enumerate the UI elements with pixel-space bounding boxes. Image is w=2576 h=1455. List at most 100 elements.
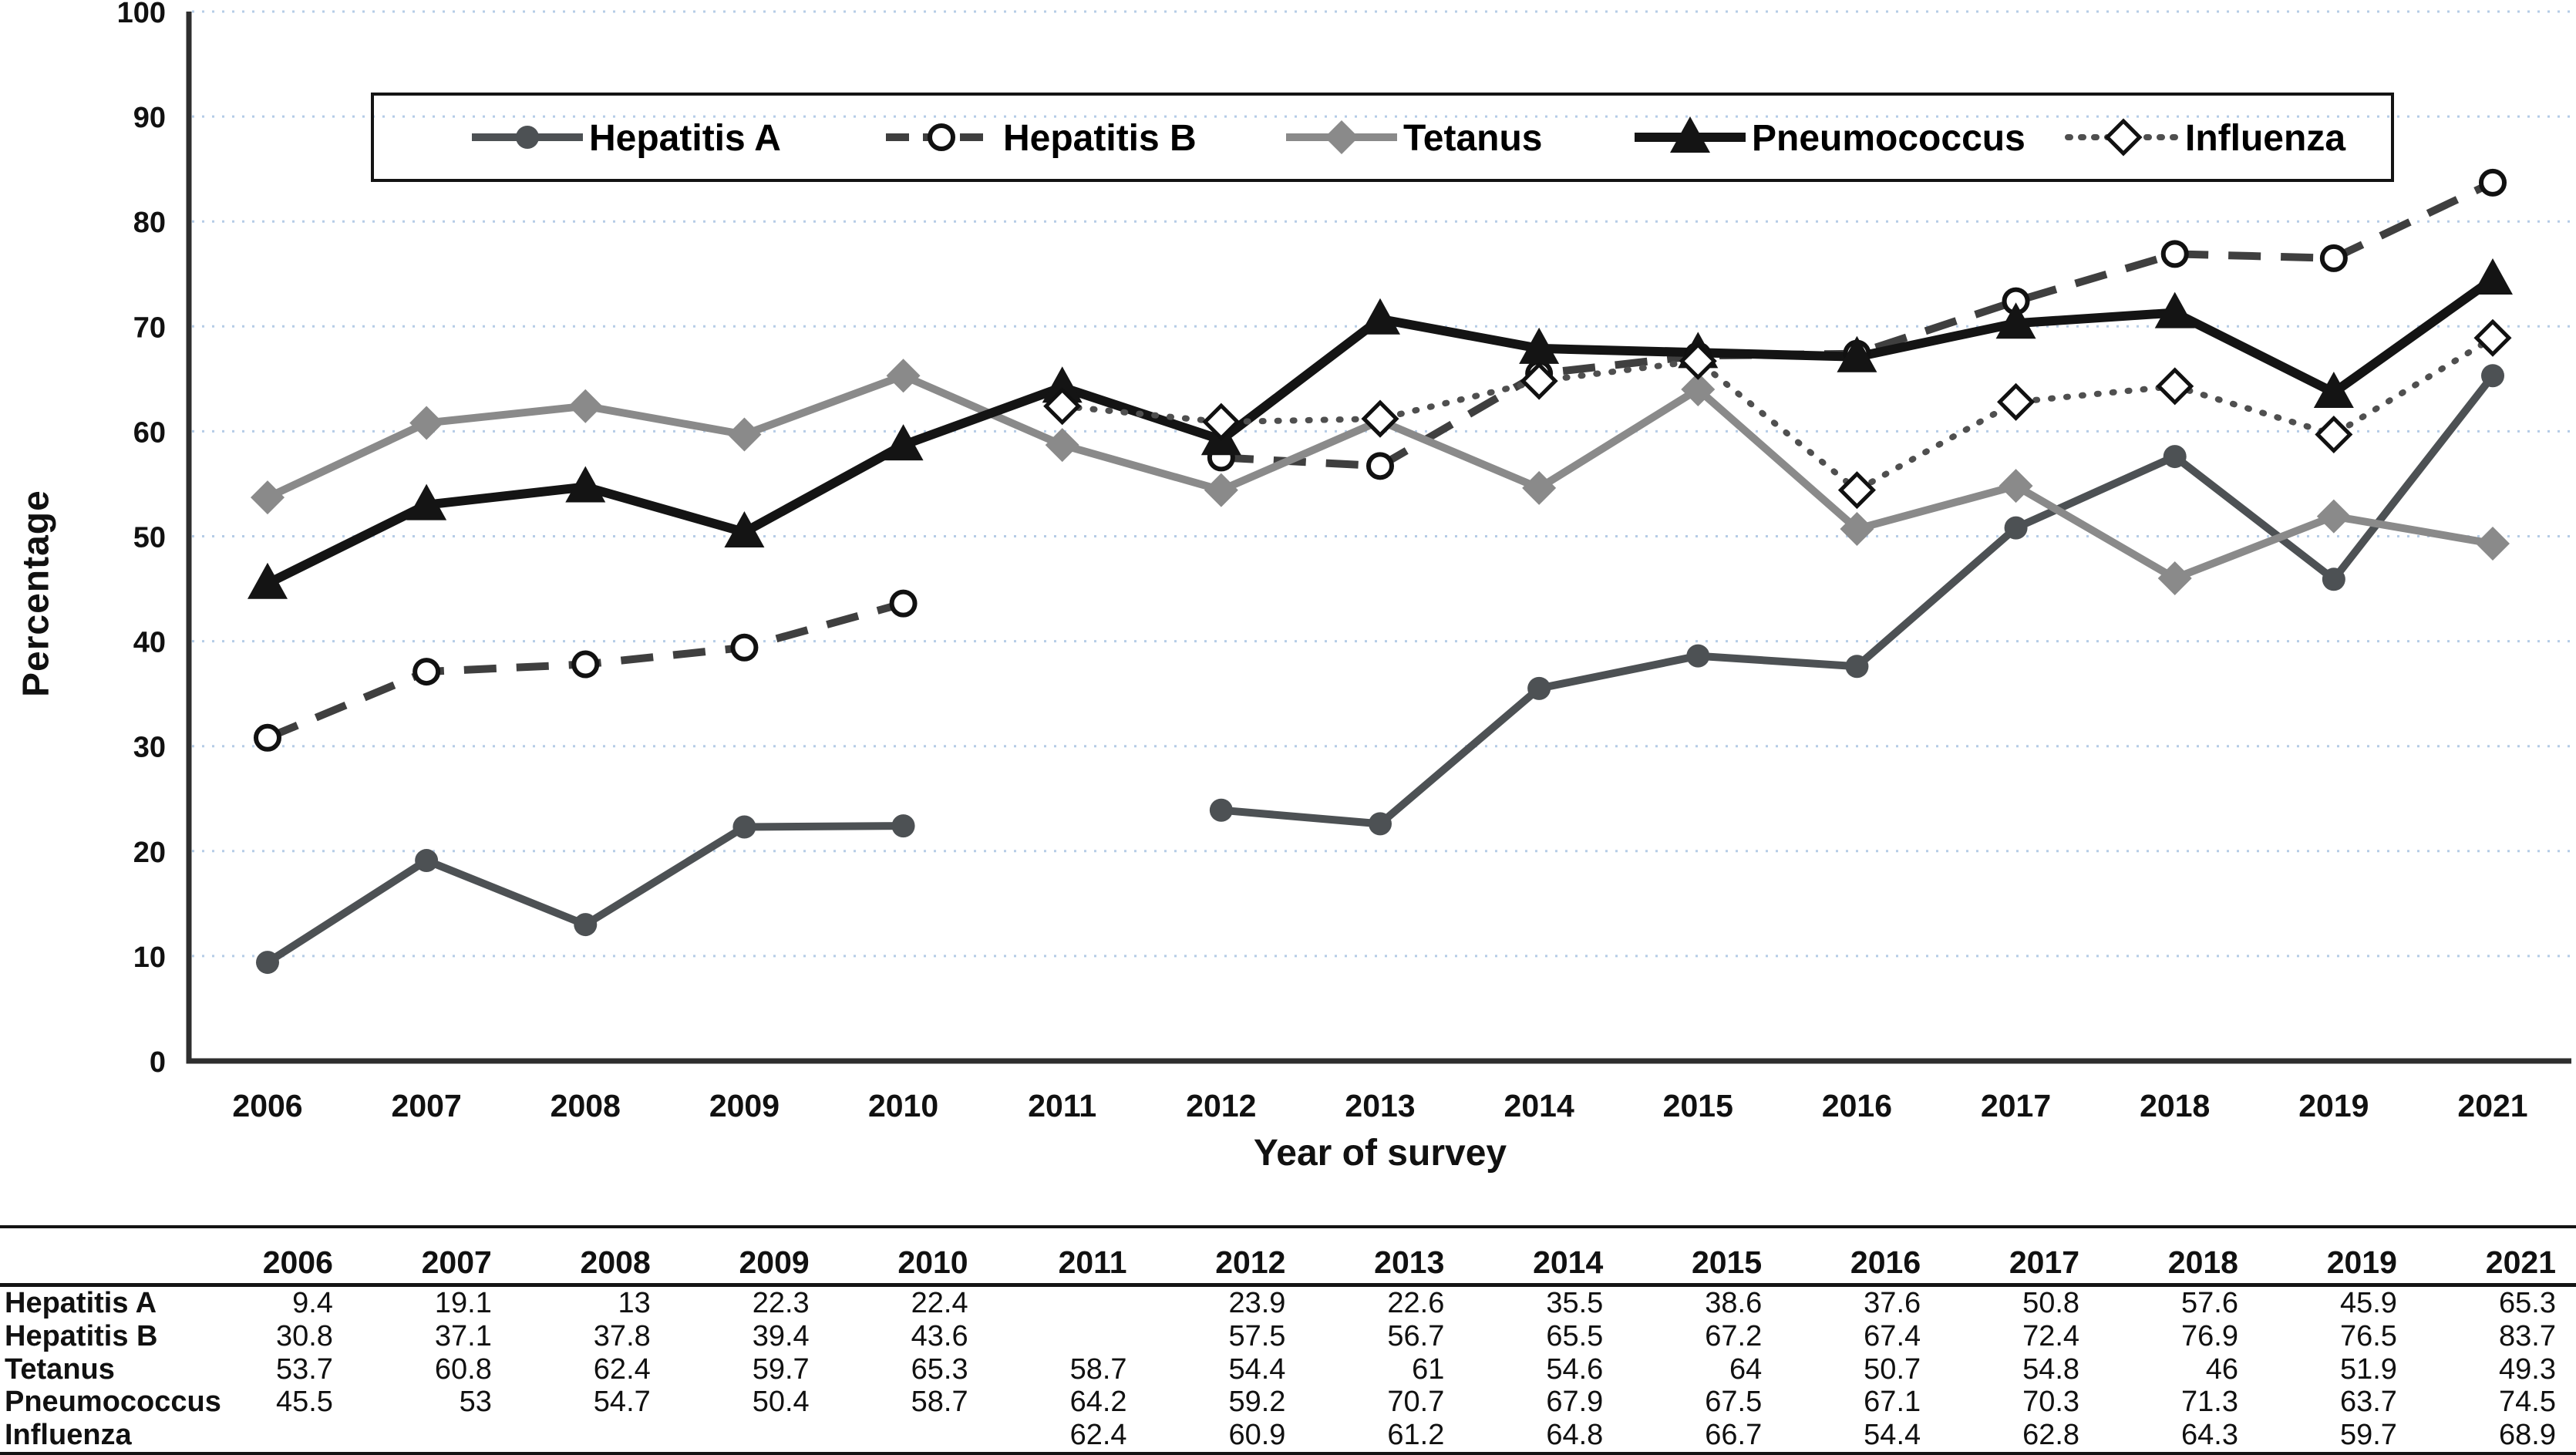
data-point (254, 723, 281, 752)
table-header-year: 2014 (1464, 1227, 1624, 1287)
data-point (2473, 258, 2513, 295)
table-cell (194, 1419, 353, 1454)
legend-filled-triangle-icon (1670, 116, 1710, 153)
table-cell: 64.8 (1546, 1419, 1604, 1451)
data-point (406, 483, 447, 520)
table-header-year: 2009 (670, 1227, 830, 1287)
table-cell: 39.4 (752, 1319, 810, 1352)
table-cell: 37.8 (593, 1319, 651, 1352)
data-point (1366, 452, 1394, 480)
data-point (886, 359, 921, 393)
table-cell: 45.9 (2339, 1287, 2397, 1319)
table-cell: 70.7 (1387, 1386, 1445, 1419)
table-cell: 58.7 (1069, 1352, 1127, 1386)
y-axis-tick-label: 70 (133, 312, 166, 344)
data-point (2315, 415, 2353, 454)
data-point (412, 658, 441, 686)
series-markers-tetanus (251, 359, 2510, 595)
data-point (1522, 470, 1557, 505)
table-header-year: 2017 (1941, 1227, 2100, 1287)
table-cell (988, 1320, 1147, 1353)
data-point (1045, 428, 1079, 463)
legend-label: Hepatitis A (589, 118, 781, 159)
data-point (1840, 511, 1874, 546)
data-point (1202, 402, 1241, 441)
table-cell: 67.2 (1705, 1319, 1763, 1352)
table-header-row: 2006 2007 2008 2009 2010 2011 2012 2013 2014 2015… (0, 1227, 2576, 1287)
table-cell: 59.7 (752, 1352, 810, 1386)
data-point (891, 814, 915, 838)
table-cell: 59.7 (2339, 1419, 2397, 1451)
table-header-year: 2013 (1305, 1227, 1465, 1287)
table-cell: 64.2 (1069, 1386, 1127, 1419)
table-cell: 60.8 (434, 1352, 492, 1386)
table-cell: 65.5 (1546, 1319, 1604, 1352)
table-cell: 62.4 (593, 1352, 651, 1386)
x-axis-tick-label: 2007 (392, 1088, 462, 1123)
table-cell: 58.7 (911, 1386, 968, 1419)
table-header-year: 2012 (1147, 1227, 1306, 1287)
x-axis-tick-label: 2019 (2298, 1088, 2369, 1123)
series-markers-pneumococcus (247, 258, 2513, 599)
data-point (565, 466, 606, 503)
data-point (1204, 473, 1238, 507)
table-cell: 54.7 (593, 1386, 651, 1419)
table-cell: 67.4 (1864, 1319, 1921, 1352)
y-axis-tick-label: 40 (133, 627, 166, 659)
table-cell: 22.4 (911, 1287, 968, 1319)
legend-item-tetanus: Tetanus (1286, 118, 1542, 159)
data-point (2322, 568, 2345, 591)
table-header-year: 2008 (511, 1227, 671, 1287)
table-cell: 54.8 (2022, 1352, 2080, 1386)
data-point (1686, 644, 1710, 668)
table-row-hepatitis-a: Hepatitis A 9.4 19.1 13 22.3 22.4 23.9 22.6 35.5… (0, 1285, 2576, 1320)
data-point (2157, 561, 2192, 595)
table-cell: 59.2 (1228, 1386, 1286, 1419)
x-axis-tick-label: 2017 (1981, 1088, 2051, 1123)
data-point (409, 406, 444, 440)
x-axis-title: Year of survey (1253, 1133, 1507, 1174)
data-point (1361, 399, 1399, 438)
table-cell: 30.8 (275, 1319, 333, 1352)
table-cell: 60.9 (1228, 1419, 1286, 1451)
table-row-label: Influenza (5, 1419, 132, 1451)
table-cell: 46 (2205, 1352, 2238, 1386)
legend-item-pneumococcus: Pneumococcus (1635, 116, 2025, 159)
series-markers-hepatitis-a (256, 364, 2504, 975)
table-cell: 43.6 (911, 1319, 968, 1352)
table-cell: 38.6 (1705, 1287, 1763, 1319)
legend-label: Pneumococcus (1752, 118, 2025, 159)
legend-item-hepatitis-a: Hepatitis A (472, 118, 781, 159)
table-header-year: 2006 (194, 1227, 353, 1287)
data-point (2313, 372, 2354, 409)
table-cell: 57.6 (2181, 1287, 2238, 1319)
data-point (1997, 382, 2036, 421)
table-cell: 68.9 (2499, 1419, 2556, 1451)
table-cell: 13 (618, 1287, 651, 1319)
table-cell: 54.6 (1546, 1352, 1604, 1386)
data-point (415, 849, 439, 873)
chart-svg: 0 10 20 30 40 50 60 70 80 90 100 2006 2007 2008 2009 20… (117, 0, 2571, 1123)
table-cell: 22.3 (752, 1287, 810, 1319)
data-point (2160, 240, 2189, 268)
table-cell: 50.4 (752, 1386, 810, 1419)
data-point (568, 389, 603, 423)
y-axis-tick-label: 100 (117, 0, 166, 29)
table-cell: 70.3 (2022, 1386, 2080, 1419)
data-point (2316, 499, 2351, 534)
table-cell: 72.4 (2022, 1319, 2080, 1352)
table-header-year: 2021 (2416, 1227, 2576, 1287)
table-row-pneumococcus: Pneumococcus 45.5 53 54.7 50.4 58.7 64.2 59.2 70… (0, 1386, 2576, 1419)
y-axis-tick-label: 50 (133, 522, 166, 554)
data-point (1519, 327, 1560, 364)
x-axis-tick-label: 2012 (1186, 1088, 1256, 1123)
y-axis-tick-label: 0 (150, 1046, 166, 1079)
table-cell: 67.5 (1705, 1386, 1763, 1419)
table-cell: 22.6 (1387, 1287, 1445, 1319)
table-cell: 63.7 (2339, 1386, 2397, 1419)
table-cell: 76.5 (2339, 1319, 2397, 1352)
table-cell (988, 1285, 1147, 1320)
table-cell: 53.7 (275, 1352, 333, 1386)
legend-item-hepatitis-b: Hepatitis B (886, 118, 1197, 159)
y-axis-tick-label: 90 (133, 102, 166, 134)
